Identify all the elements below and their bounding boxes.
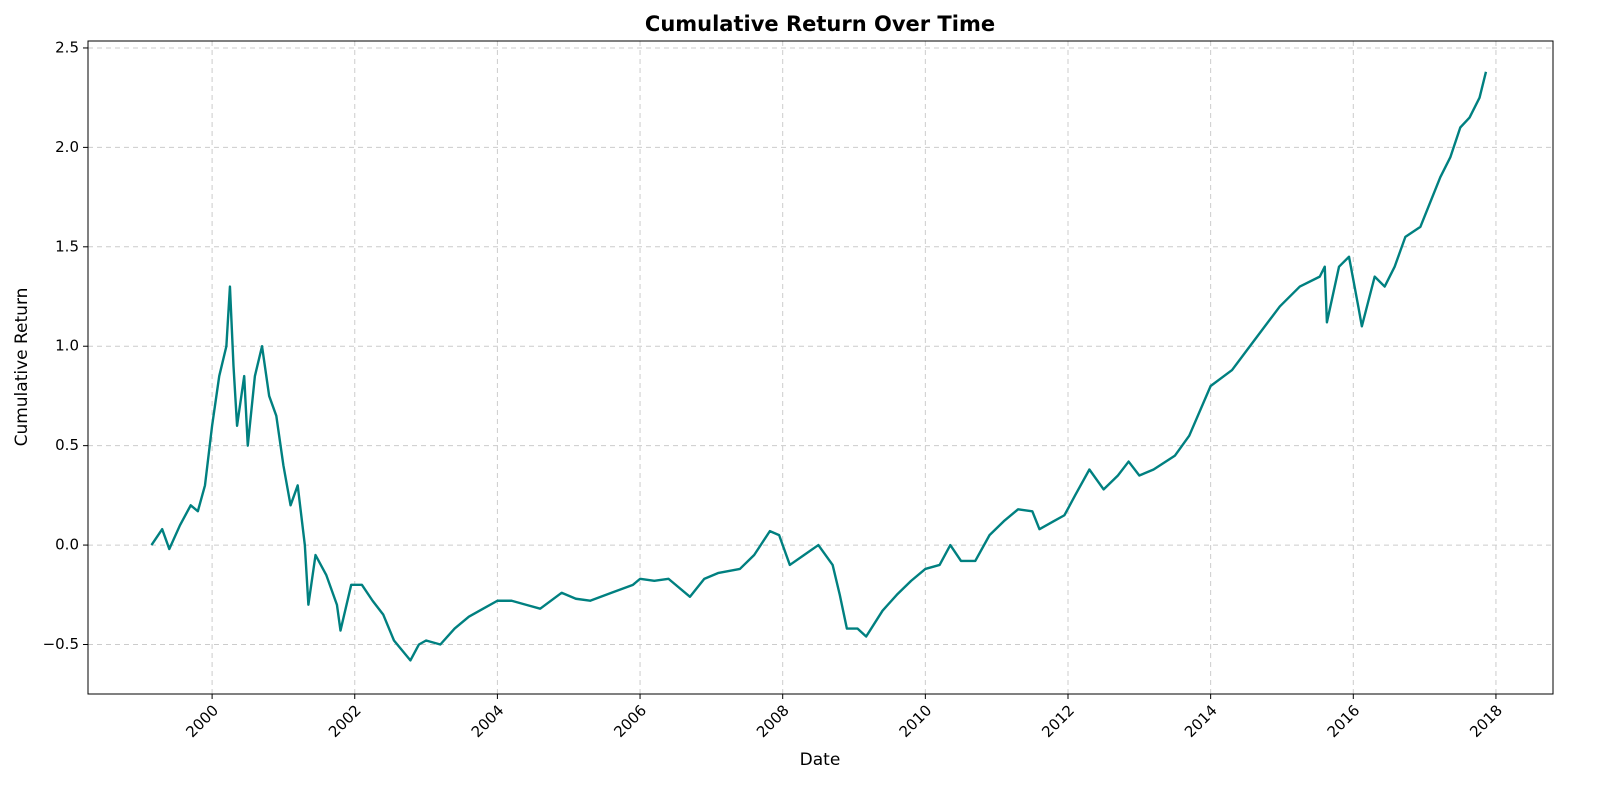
- y-tick-label: 1.0: [55, 337, 79, 355]
- plot-frame: [87, 40, 1554, 695]
- x-tick-label: 2000: [182, 701, 222, 741]
- x-tick-label: 2018: [1466, 701, 1506, 741]
- x-tick-label: 2004: [468, 701, 508, 741]
- y-tick-label: 2.0: [55, 138, 79, 156]
- x-tick-label: 2002: [325, 701, 365, 741]
- x-tick-label: 2006: [610, 701, 650, 741]
- x-tick-label: 2014: [1181, 701, 1221, 741]
- chart-title: Cumulative Return Over Time: [645, 12, 995, 36]
- y-tick-label: 1.5: [55, 237, 79, 255]
- y-tick-label: 2.5: [55, 38, 79, 56]
- x-tick-label: 2012: [1038, 701, 1078, 741]
- x-tick-label: 2016: [1324, 701, 1364, 741]
- data-line: [150, 71, 1488, 662]
- x-tick-label: 2010: [896, 701, 936, 741]
- y-axis-label: Cumulative Return: [12, 288, 32, 447]
- y-tick-label: 0.0: [55, 536, 79, 554]
- x-tick-label: 2008: [753, 701, 793, 741]
- y-tick-label: 0.5: [55, 436, 79, 454]
- x-axis-label: Date: [800, 750, 841, 770]
- y-tick-label: −0.5: [43, 635, 79, 653]
